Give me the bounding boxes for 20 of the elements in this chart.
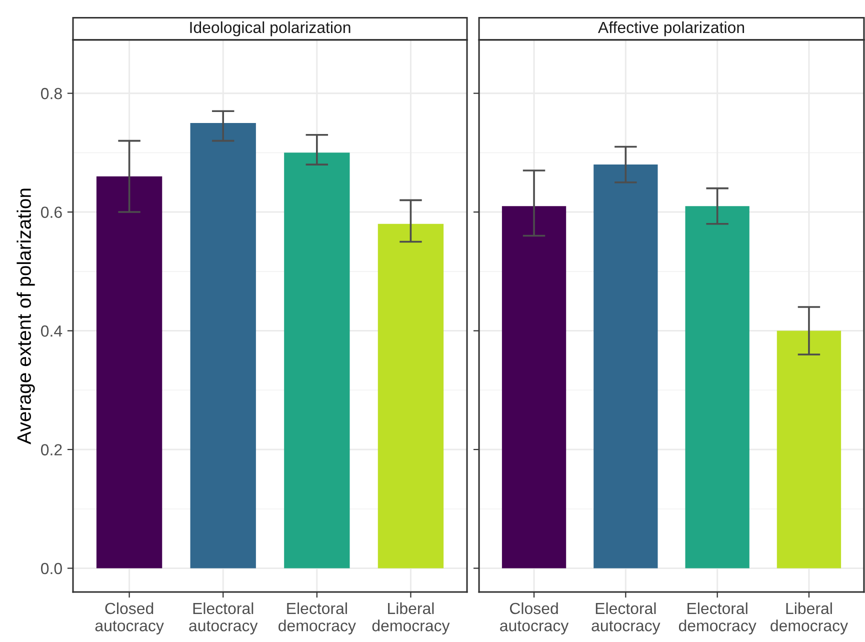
x-tick-label: Electoral democracy	[278, 602, 356, 634]
bar	[96, 176, 162, 568]
y-tick-label: 0.0	[41, 562, 62, 574]
x-tick-label: Electoral autocracy	[189, 602, 258, 634]
x-tick-label: Electoral democracy	[678, 602, 756, 634]
y-tick-label: 0.2	[41, 444, 62, 456]
x-tick-label: Liberal democracy	[770, 602, 848, 634]
bar	[284, 152, 350, 568]
y-axis-title: Average extent of polarization	[16, 188, 35, 444]
chart-title: Affective polarization	[598, 21, 744, 36]
x-tick-label: Electoral autocracy	[592, 602, 660, 634]
bar	[378, 224, 444, 568]
chart-title: Ideological polarization	[190, 21, 350, 36]
x-tick-label: Closed autocracy	[95, 602, 164, 634]
y-tick-label: 0.8	[41, 88, 62, 100]
bar	[190, 122, 256, 568]
y-tick-label: 0.6	[41, 206, 62, 218]
y-tick-label: 0.4	[41, 325, 62, 337]
x-tick-label: Closed autocracy	[500, 602, 569, 634]
x-tick-label: Liberal democracy	[372, 602, 450, 634]
